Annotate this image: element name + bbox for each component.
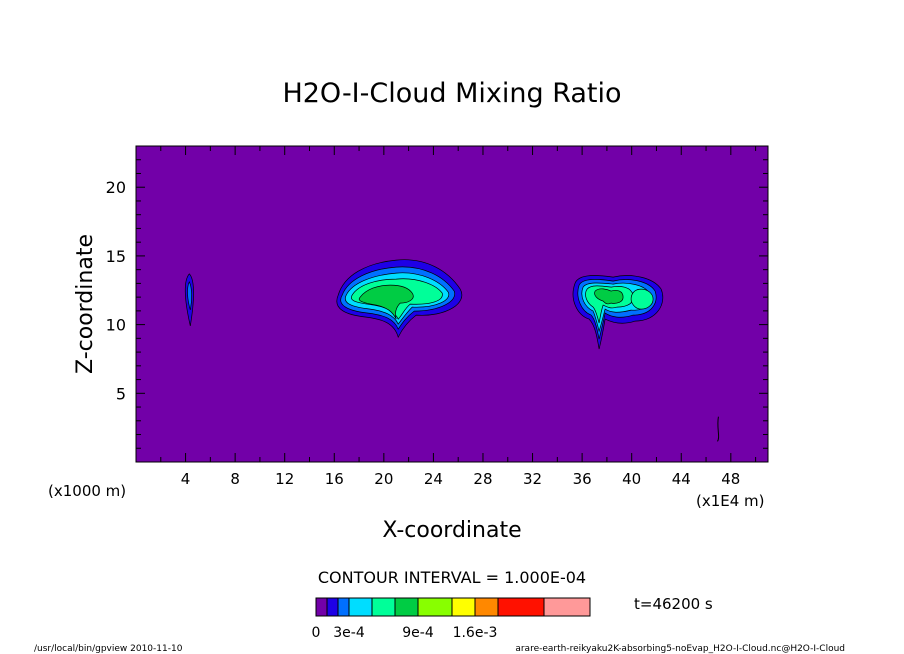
x-tick-label: 48 xyxy=(721,470,740,488)
x-tick-label: 40 xyxy=(622,470,641,488)
y-axis-label: Z-coordinate xyxy=(73,234,98,374)
contour-streak xyxy=(716,416,720,442)
plot-area xyxy=(135,145,769,463)
x-tick-label: 24 xyxy=(424,470,443,488)
colorbar-swatch xyxy=(348,597,373,617)
x-tick-label: 28 xyxy=(473,470,492,488)
x-tick-label: 8 xyxy=(230,470,240,488)
x-tick-label: 16 xyxy=(325,470,344,488)
x-tick-label: 4 xyxy=(181,470,191,488)
cloud-feature-3 xyxy=(572,275,664,350)
colorbar-swatch xyxy=(315,597,328,617)
x-axis-label: X-coordinate xyxy=(382,518,521,543)
footer-right: arare-earth-reikyaku2K-absorbing5-noEvap… xyxy=(515,644,845,654)
chart-title: H2O-I-Cloud Mixing Ratio xyxy=(282,78,621,109)
colorbar-label: 9e-4 xyxy=(402,625,434,641)
contour-level-2 xyxy=(187,281,193,311)
footer-left: /usr/local/bin/gpview 2010-11-10 xyxy=(34,644,183,654)
colorbar-swatch xyxy=(417,597,453,617)
contour-level-5 xyxy=(594,288,624,305)
colorbar-swatch xyxy=(326,597,339,617)
colorbar-label: 0 xyxy=(312,625,321,641)
time-label: t=46200 s xyxy=(634,595,713,613)
contour-interval-text: CONTOUR INTERVAL = 1.000E-04 xyxy=(318,568,586,587)
contour-level-4 xyxy=(630,288,654,310)
colorbar-swatch xyxy=(337,597,350,617)
x-axis: 4 8 12 16 20 24 28 32 36 40 44 48 xyxy=(160,146,757,488)
x-unit-left: (x1000 m) xyxy=(48,482,126,500)
colorbar xyxy=(315,597,591,617)
x-tick-label: 32 xyxy=(523,470,542,488)
x-tick-label: 12 xyxy=(275,470,294,488)
y-tick-label: 20 xyxy=(106,178,126,197)
x-tick-label: 44 xyxy=(672,470,691,488)
x-unit-right: (x1E4 m) xyxy=(696,492,765,510)
colorbar-label: 3e-4 xyxy=(333,625,365,641)
y-tick-label: 10 xyxy=(106,316,126,335)
colorbar-swatch xyxy=(451,597,476,617)
colorbar-swatch xyxy=(394,597,419,617)
x-tick-label: 20 xyxy=(374,470,393,488)
contour-level-5 xyxy=(358,284,414,320)
y-tick-label: 5 xyxy=(116,384,126,403)
y-tick-label: 15 xyxy=(106,247,126,266)
colorbar-label: 1.6e-3 xyxy=(453,625,498,641)
colorbar-swatch xyxy=(371,597,396,617)
plot-frame xyxy=(135,145,769,463)
colorbar-swatch xyxy=(497,597,545,617)
colorbar-swatch xyxy=(474,597,499,617)
cloud-feature-2 xyxy=(336,259,463,339)
cloud-feature-1 xyxy=(184,273,194,326)
y-axis: 5 10 15 20 xyxy=(106,159,768,449)
colorbar-swatch xyxy=(543,597,591,617)
colorbar-labels: 0 3e-4 9e-4 1.6e-3 xyxy=(312,625,498,641)
x-tick-label: 36 xyxy=(573,470,592,488)
